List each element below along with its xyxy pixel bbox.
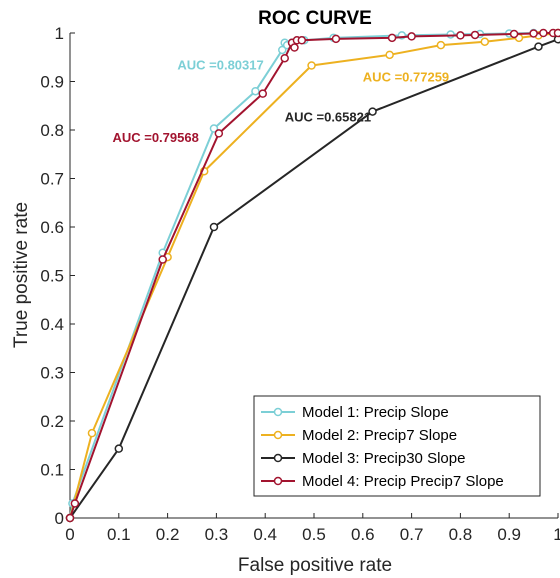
x-axis-label: False positive rate bbox=[238, 555, 392, 576]
data-point bbox=[280, 53, 289, 63]
legend-label: Model 1: Precip Slope bbox=[302, 404, 449, 421]
data-point bbox=[534, 42, 543, 51]
y-tick-label: 0 bbox=[55, 509, 64, 528]
x-tick-label: 0.7 bbox=[400, 525, 424, 544]
data-point bbox=[214, 129, 224, 138]
y-tick-label: 0.3 bbox=[40, 364, 64, 383]
auc-annotation: AUC =0.79568 bbox=[112, 130, 198, 145]
y-tick-label: 0.5 bbox=[40, 267, 64, 286]
data-point bbox=[480, 37, 490, 46]
x-tick-label: 0.5 bbox=[302, 525, 326, 544]
data-point bbox=[70, 499, 80, 508]
y-tick-label: 1 bbox=[55, 24, 64, 43]
series-4 bbox=[65, 28, 560, 523]
y-tick-label: 0.9 bbox=[40, 73, 64, 92]
axes: 0 0.1 0.2 0.3 0.4 0.5 0.6 0.7 0.8 0.9 1 0 0.1 0.2 0.3 0… bbox=[40, 24, 560, 544]
legend-marker bbox=[273, 430, 283, 440]
legend-entry: Model 4: Precip Precip7 Slope bbox=[261, 473, 504, 490]
data-point bbox=[290, 43, 299, 52]
data-point bbox=[278, 45, 287, 55]
data-point bbox=[470, 30, 480, 40]
data-point bbox=[385, 50, 394, 60]
auc-annotation: AUC =0.65821 bbox=[285, 109, 371, 124]
data-point bbox=[158, 255, 167, 264]
legend-marker bbox=[273, 476, 283, 486]
x-tick-label: 0.8 bbox=[449, 525, 473, 544]
legend-label: Model 2: Precip7 Slope bbox=[302, 427, 457, 444]
data-point bbox=[539, 28, 548, 38]
x-tick-label: 0.6 bbox=[351, 525, 375, 544]
x-tick-label: 0 bbox=[65, 525, 74, 544]
legend-label: Model 3: Precip30 Slope bbox=[302, 450, 465, 467]
x-tick-label: 0.3 bbox=[205, 525, 229, 544]
y-tick-label: 0.6 bbox=[40, 218, 64, 237]
auc-annotation: AUC =0.77259 bbox=[363, 70, 449, 85]
data-point bbox=[331, 34, 341, 44]
auc-annotation: AUC =0.80317 bbox=[177, 57, 263, 72]
legend-box bbox=[253, 395, 541, 497]
data-point bbox=[87, 428, 97, 438]
series-layer bbox=[65, 28, 560, 523]
x-tick-label: 0.1 bbox=[107, 525, 131, 544]
data-point bbox=[368, 107, 377, 116]
data-point bbox=[209, 124, 219, 133]
data-point bbox=[529, 29, 538, 38]
y-tick-label: 0.7 bbox=[40, 170, 64, 189]
data-point bbox=[209, 222, 219, 232]
y-axis-label: True positive rate bbox=[11, 202, 32, 348]
data-point bbox=[436, 40, 446, 50]
y-tick-label: 0.8 bbox=[40, 121, 64, 140]
data-point bbox=[307, 61, 316, 70]
annotations-layer: AUC =0.80317 AUC =0.77259 AUC =0.65821 AUC … bbox=[112, 57, 449, 145]
x-tick-label: 1 bbox=[553, 525, 560, 544]
x-tick-label: 0.2 bbox=[156, 525, 180, 544]
data-point bbox=[456, 31, 465, 40]
x-tick-label: 0.9 bbox=[497, 525, 521, 544]
data-point bbox=[553, 28, 560, 38]
y-tick-label: 0.2 bbox=[40, 412, 64, 431]
legend-entry: Model 2: Precip7 Slope bbox=[261, 427, 457, 444]
data-point bbox=[446, 30, 455, 39]
y-tick-label: 0.1 bbox=[40, 461, 64, 480]
data-point bbox=[65, 513, 75, 523]
legend-marker bbox=[273, 407, 283, 417]
data-point bbox=[387, 33, 397, 43]
legend-entry: Model 1: Precip Slope bbox=[261, 404, 449, 421]
data-point bbox=[251, 86, 260, 96]
x-tick-label: 0.4 bbox=[253, 525, 277, 544]
legend-marker bbox=[273, 453, 283, 463]
legend-label: Model 4: Precip Precip7 Slope bbox=[302, 473, 504, 490]
data-point bbox=[258, 89, 268, 98]
data-point bbox=[114, 444, 124, 453]
data-point bbox=[407, 32, 416, 41]
data-point bbox=[297, 36, 307, 45]
data-point bbox=[509, 29, 519, 39]
chart-title: ROC CURVE bbox=[258, 8, 372, 29]
legend: Model 1: Precip Slope Model 2: Precip7 Sl… bbox=[253, 395, 541, 497]
legend-entry: Model 3: Precip30 Slope bbox=[261, 450, 465, 467]
y-tick-label: 0.4 bbox=[40, 315, 64, 334]
